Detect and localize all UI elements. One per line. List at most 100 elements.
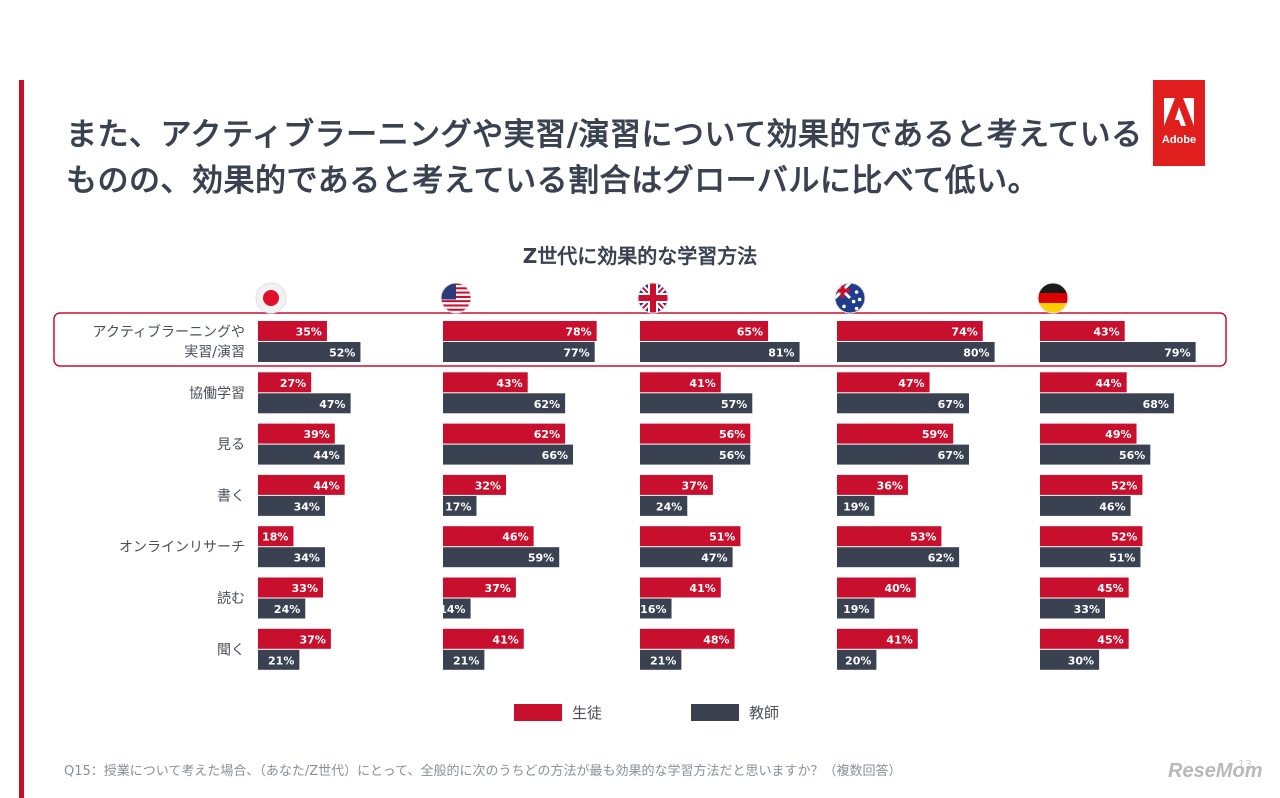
page-number: 13 xyxy=(1238,758,1252,771)
bar-value-label: 56% xyxy=(719,428,745,441)
flag-cross xyxy=(835,288,850,293)
teacher-bar xyxy=(1040,649,1100,670)
bar-value-label: 57% xyxy=(721,398,747,411)
bar-value-label: 67% xyxy=(938,449,964,462)
bar-value-label: 34% xyxy=(294,552,320,565)
flag-stripe xyxy=(441,310,471,313)
bar-value-label: 46% xyxy=(1099,500,1125,513)
teacher-bar xyxy=(837,649,877,670)
legend-label-student: 生徒 xyxy=(572,704,602,722)
student-bar xyxy=(640,628,735,649)
category-label: 聞く xyxy=(217,642,245,658)
bar-value-label: 78% xyxy=(565,326,591,339)
bar-value-label: 51% xyxy=(709,531,735,544)
adobe-logo: Adobe xyxy=(1153,80,1205,166)
category-label: 協働学習 xyxy=(189,386,245,402)
flag-star xyxy=(854,290,859,294)
teacher-bar xyxy=(258,649,300,670)
student-bar xyxy=(640,526,741,547)
bar-value-label: 24% xyxy=(274,603,300,616)
flag-cross xyxy=(638,295,668,301)
bar-value-label: 48% xyxy=(703,633,729,646)
bar-value-label: 65% xyxy=(737,326,763,339)
bar-value-label: 77% xyxy=(563,347,589,360)
flag-stripe xyxy=(441,304,471,307)
teacher-bar xyxy=(640,342,800,362)
bar-value-label: 52% xyxy=(1111,531,1137,544)
student-bar xyxy=(640,577,721,598)
flag-star xyxy=(854,306,859,311)
bar-value-label: 62% xyxy=(928,552,954,565)
bar-value-label: 49% xyxy=(1105,428,1131,441)
bar-value-label: 37% xyxy=(300,633,326,646)
teacher-bar xyxy=(1040,342,1196,362)
bar-value-label: 19% xyxy=(843,603,869,616)
student-bar xyxy=(837,372,930,393)
student-bar xyxy=(1040,577,1129,598)
student-bar xyxy=(443,474,507,495)
flag-outline xyxy=(255,282,287,314)
teacher-bar xyxy=(258,495,325,516)
flag-star xyxy=(857,297,862,302)
student-bar xyxy=(258,474,345,495)
student-bar xyxy=(258,526,294,547)
legend-swatch-teacher xyxy=(691,704,739,721)
bar-value-label: 56% xyxy=(719,449,745,462)
bar-value-label: 81% xyxy=(768,347,794,360)
teacher-bar xyxy=(443,547,560,568)
bar-value-label: 59% xyxy=(528,552,554,565)
bar-value-label: 46% xyxy=(502,531,528,544)
student-bar xyxy=(837,577,916,598)
teacher-bar xyxy=(443,495,477,516)
teacher-bar xyxy=(837,598,875,619)
student-bar xyxy=(837,526,942,547)
bar-value-label: 59% xyxy=(922,428,948,441)
bar-value-label: 19% xyxy=(843,500,869,513)
bar-value-label: 47% xyxy=(701,552,727,565)
teacher-bar xyxy=(443,342,595,362)
bar-value-label: 21% xyxy=(268,654,294,667)
survey-question-footnote: Q15：授業について考えた場合、（あなた/Z世代）にとって、全般的に次のうちどの… xyxy=(64,764,902,779)
legend-label-teacher: 教師 xyxy=(749,704,779,722)
bar-value-label: 30% xyxy=(1068,654,1094,667)
student-bar xyxy=(258,372,312,393)
bar-value-label: 45% xyxy=(1097,633,1123,646)
bar-value-label: 43% xyxy=(1093,326,1119,339)
flag-outline xyxy=(637,282,669,314)
bar-value-label: 67% xyxy=(938,398,964,411)
bar-value-label: 21% xyxy=(453,654,479,667)
flag-band xyxy=(1038,303,1068,313)
teacher-bar xyxy=(640,393,753,414)
student-bar xyxy=(1040,321,1125,341)
student-bar xyxy=(640,423,751,444)
student-bar xyxy=(443,372,528,393)
category-label: オンラインリサーチ xyxy=(119,540,245,556)
student-bar xyxy=(258,423,335,444)
teacher-bar xyxy=(640,444,751,465)
teacher-bar xyxy=(837,342,995,362)
flag-stripe xyxy=(441,302,471,305)
bar-value-label: 62% xyxy=(534,398,560,411)
bar-value-label: 33% xyxy=(292,582,318,595)
legend-swatch-student xyxy=(514,704,562,721)
student-bar xyxy=(640,372,721,393)
bar-value-label: 51% xyxy=(1109,552,1135,565)
bar-value-label: 52% xyxy=(329,347,355,360)
bar-value-label: 40% xyxy=(884,582,910,595)
flag-outline xyxy=(834,282,866,314)
student-bar xyxy=(640,474,713,495)
bar-value-label: 44% xyxy=(313,449,339,462)
bar-value-label: 44% xyxy=(313,479,339,492)
teacher-bar xyxy=(1040,495,1131,516)
teacher-bar xyxy=(443,598,471,619)
highlight-box xyxy=(53,312,1227,367)
teacher-bar xyxy=(837,495,875,516)
bar-value-label: 16% xyxy=(640,603,666,616)
flag-band xyxy=(1038,293,1068,303)
teacher-bar xyxy=(837,444,969,465)
bar-value-label: 17% xyxy=(445,500,471,513)
teacher-bar xyxy=(640,598,672,619)
teacher-bar xyxy=(1040,393,1174,414)
flag-disc xyxy=(263,290,279,306)
